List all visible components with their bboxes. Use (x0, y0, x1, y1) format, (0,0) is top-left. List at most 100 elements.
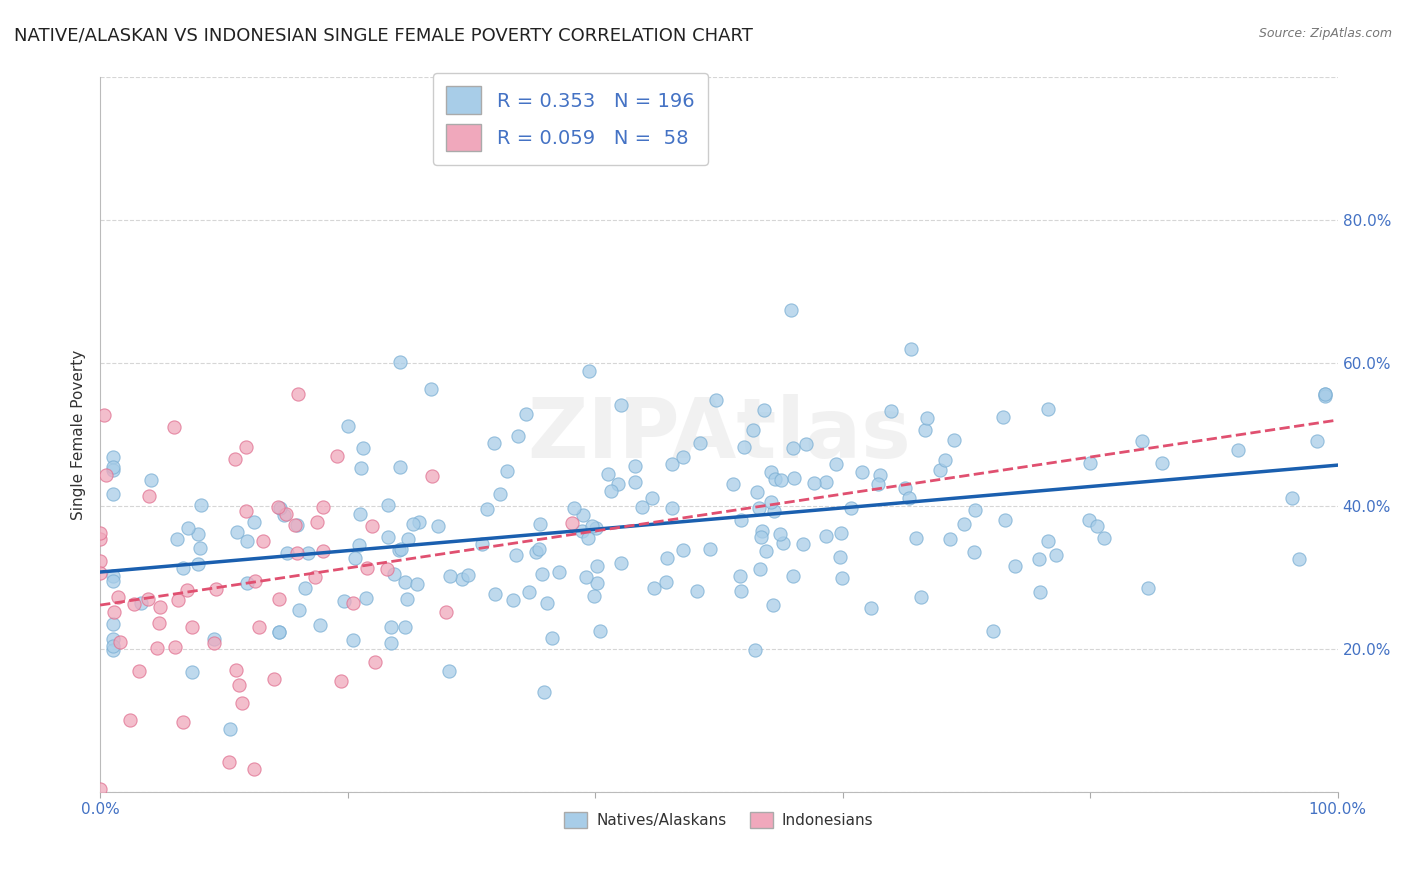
Point (89, 554, 111, 568)
Point (1092, 531, 1115, 545)
Point (585, 576, 607, 591)
Point (749, 562, 772, 576)
Point (202, 632, 225, 647)
Point (187, 557, 209, 571)
Point (754, 402, 776, 417)
Point (630, 500, 652, 515)
Point (107, 591, 129, 605)
Point (699, 541, 721, 556)
Point (661, 457, 683, 471)
Point (963, 503, 986, 517)
Point (101, 462, 124, 476)
Point (138, 591, 160, 606)
Point (101, 568, 124, 582)
Point (204, 582, 226, 596)
Point (502, 593, 524, 607)
Point (129, 596, 152, 610)
Point (489, 487, 512, 501)
Point (772, 536, 794, 550)
Point (600, 484, 623, 499)
Point (350, 461, 373, 475)
Point (225, 663, 247, 677)
Point (759, 495, 782, 509)
Point (457, 568, 479, 582)
Point (661, 501, 683, 516)
Point (247, 620, 270, 634)
Point (311, 500, 333, 514)
Point (730, 584, 752, 599)
Point (101, 639, 124, 653)
Point (188, 541, 211, 555)
Point (830, 526, 852, 541)
Point (994, 513, 1017, 527)
Point (235, 504, 257, 518)
Point (1315, 389, 1337, 403)
Point (263, 672, 285, 686)
Point (582, 589, 605, 603)
Point (900, 342, 922, 356)
Point (839, 501, 862, 516)
Point (389, 459, 412, 474)
Point (344, 550, 367, 565)
Point (356, 561, 378, 575)
Point (89, 781, 111, 796)
Point (267, 592, 290, 607)
Point (231, 696, 253, 710)
Point (769, 527, 792, 541)
Point (284, 517, 307, 532)
Point (236, 576, 259, 591)
Point (139, 473, 162, 487)
Point (898, 491, 921, 506)
Point (273, 508, 295, 523)
Point (1028, 551, 1050, 566)
Point (623, 458, 645, 473)
Point (524, 545, 547, 559)
Text: NATIVE/ALASKAN VS INDONESIAN SINGLE FEMALE POVERTY CORRELATION CHART: NATIVE/ALASKAN VS INDONESIAN SINGLE FEMA… (14, 27, 754, 45)
Point (93, 409, 115, 423)
Point (641, 491, 664, 505)
Point (138, 489, 160, 503)
Point (830, 549, 852, 564)
Point (575, 570, 598, 584)
Point (607, 477, 630, 491)
Point (471, 537, 494, 551)
Legend: Natives/Alaskans, Indonesians: Natives/Alaskans, Indonesians (558, 806, 880, 834)
Point (167, 593, 190, 607)
Point (1288, 552, 1310, 566)
Point (643, 581, 665, 595)
Point (336, 418, 359, 433)
Point (589, 624, 612, 638)
Point (939, 533, 962, 547)
Point (305, 516, 328, 530)
Point (149, 599, 172, 614)
Point (243, 574, 266, 588)
Point (517, 584, 540, 599)
Point (94, 467, 117, 482)
Point (482, 435, 505, 450)
Point (235, 440, 257, 454)
Point (755, 543, 778, 558)
Point (333, 594, 356, 608)
Point (269, 624, 291, 639)
Point (1315, 386, 1337, 401)
Point (89, 566, 111, 581)
Point (815, 475, 838, 489)
Point (733, 440, 755, 454)
Point (1029, 584, 1052, 599)
Point (794, 437, 817, 451)
Y-axis label: Single Female Poverty: Single Female Poverty (72, 350, 86, 520)
Point (101, 450, 124, 464)
Point (572, 508, 595, 522)
Point (934, 453, 956, 467)
Point (689, 436, 711, 450)
Point (578, 364, 600, 378)
Point (405, 577, 427, 591)
Point (1132, 434, 1154, 449)
Point (294, 581, 316, 595)
Point (981, 624, 1004, 639)
Point (536, 596, 558, 610)
Point (1281, 491, 1303, 505)
Point (610, 556, 633, 570)
Point (792, 537, 814, 551)
Point (377, 498, 399, 512)
